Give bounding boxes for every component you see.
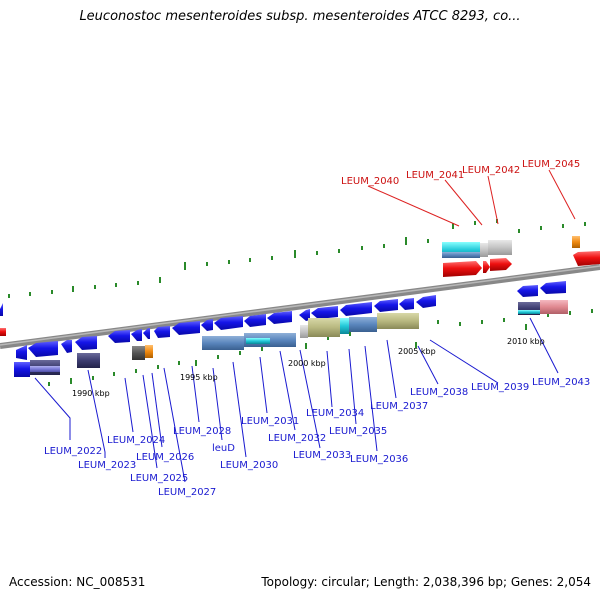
feature-block[interactable] (30, 366, 60, 372)
scale-label: 1995 kbp (180, 373, 218, 382)
gene-arrow[interactable] (108, 330, 130, 343)
gene-label[interactable]: leuD (212, 443, 235, 454)
forward-strand-genes[interactable] (442, 236, 600, 277)
genome-title: Leuconostoc mesenteroides subsp. mesente… (79, 9, 521, 24)
scale-label: 2000 kbp (288, 359, 326, 368)
gene-label[interactable]: LEUM_2034 (306, 408, 364, 419)
genome-summary-label: Topology: circular; Length: 2,038,396 bp… (261, 575, 591, 589)
gene-arrow[interactable] (75, 336, 97, 350)
scale-labels: 1990 kbp 1995 kbp 2000 kbp 2005 kbp 2010… (72, 337, 545, 398)
gene-arrow-highlight[interactable] (573, 251, 600, 266)
gene-label[interactable]: LEUM_2028 (173, 426, 231, 437)
gene-label[interactable]: LEUM_2026 (136, 452, 194, 463)
feature-block[interactable] (14, 362, 30, 377)
feature-block[interactable] (480, 243, 488, 257)
feature-blocks-lower[interactable] (0, 300, 568, 377)
gene-labels-top[interactable]: LEUM_2040 LEUM_2041 LEUM_2042 LEUM_2045 (341, 159, 580, 187)
gene-arrow-highlight[interactable] (483, 261, 490, 273)
gene-arrow-highlight[interactable] (443, 261, 482, 277)
feature-block[interactable] (132, 346, 145, 360)
gene-label[interactable]: LEUM_2036 (350, 454, 408, 465)
gene-label[interactable]: LEUM_2039 (471, 382, 529, 393)
scale-label: 2010 kbp (507, 337, 545, 346)
feature-block[interactable] (377, 313, 419, 329)
gene-arrow[interactable] (517, 285, 538, 297)
feature-block[interactable] (145, 345, 153, 358)
gene-arrow[interactable] (416, 295, 436, 308)
gene-label[interactable]: LEUM_2030 (220, 460, 278, 471)
tick-marks-bottom (48, 309, 593, 386)
gene-label[interactable]: LEUM_2024 (107, 435, 165, 446)
gene-label[interactable]: LEUM_2035 (329, 426, 387, 437)
feature-block[interactable] (0, 328, 6, 336)
gene-arrow[interactable] (340, 302, 372, 316)
feature-block[interactable] (540, 300, 568, 314)
gene-label[interactable]: LEUM_2023 (78, 460, 136, 471)
leader-lines-top (367, 169, 576, 227)
gene-label[interactable]: LEUM_2022 (44, 446, 102, 457)
gene-label-highlight[interactable]: LEUM_2040 (341, 176, 399, 187)
feature-block[interactable] (300, 325, 308, 338)
gene-label[interactable]: LEUM_2027 (158, 487, 216, 498)
feature-block[interactable] (308, 318, 340, 337)
feature-block[interactable] (572, 236, 580, 248)
gene-arrow[interactable] (540, 281, 566, 294)
scale-label: 2005 kbp (398, 347, 436, 356)
feature-block[interactable] (349, 317, 377, 332)
genome-backbone (0, 264, 600, 349)
leader-lines-bottom (34, 317, 559, 483)
gene-label[interactable]: LEUM_2032 (268, 433, 326, 444)
gene-arrow[interactable] (311, 306, 338, 319)
gene-arrow[interactable] (172, 321, 200, 335)
gene-arrow[interactable] (143, 328, 150, 339)
gene-label[interactable]: LEUM_2025 (130, 473, 188, 484)
gene-arrow[interactable] (0, 303, 3, 316)
feature-block[interactable] (518, 310, 540, 314)
gene-label[interactable]: LEUM_2043 (532, 377, 590, 388)
tick-marks-top (8, 219, 586, 298)
gene-arrow[interactable] (399, 298, 414, 310)
feature-block[interactable] (246, 338, 270, 344)
gene-arrow[interactable] (154, 326, 170, 338)
gene-label[interactable]: LEUM_2031 (241, 416, 299, 427)
reverse-strand-genes[interactable] (0, 281, 566, 360)
gene-arrow[interactable] (28, 341, 58, 357)
gene-arrow[interactable] (201, 319, 213, 331)
gene-arrow-highlight[interactable] (490, 258, 512, 271)
feature-block[interactable] (488, 240, 512, 255)
feature-block[interactable] (77, 353, 100, 368)
feature-block[interactable] (340, 318, 349, 334)
gene-label-highlight[interactable]: LEUM_2045 (522, 159, 580, 170)
gene-label-highlight[interactable]: LEUM_2042 (462, 165, 520, 176)
gene-label[interactable]: LEUM_2037 (370, 401, 428, 412)
backbone-highlight (0, 265, 600, 346)
gene-arrow[interactable] (374, 299, 398, 312)
gene-arrow[interactable] (267, 311, 292, 324)
gene-arrow[interactable] (244, 314, 266, 327)
gene-label-highlight[interactable]: LEUM_2041 (406, 170, 464, 181)
gene-labels-bottom[interactable]: LEUM_2022 LEUM_2023 LEUM_2024 LEUM_2025 … (44, 377, 590, 498)
gene-arrow[interactable] (16, 345, 27, 360)
gene-arrow[interactable] (61, 340, 72, 353)
gene-label[interactable]: LEUM_2038 (410, 387, 468, 398)
feature-block[interactable] (442, 252, 480, 258)
accession-label: Accession: NC_008531 (9, 575, 146, 589)
gene-label[interactable]: LEUM_2033 (293, 450, 351, 461)
gene-arrow[interactable] (214, 316, 243, 330)
gene-arrow[interactable] (299, 309, 310, 321)
gene-arrow[interactable] (131, 329, 142, 341)
feature-block[interactable] (202, 336, 244, 350)
scale-label: 1990 kbp (72, 389, 110, 398)
